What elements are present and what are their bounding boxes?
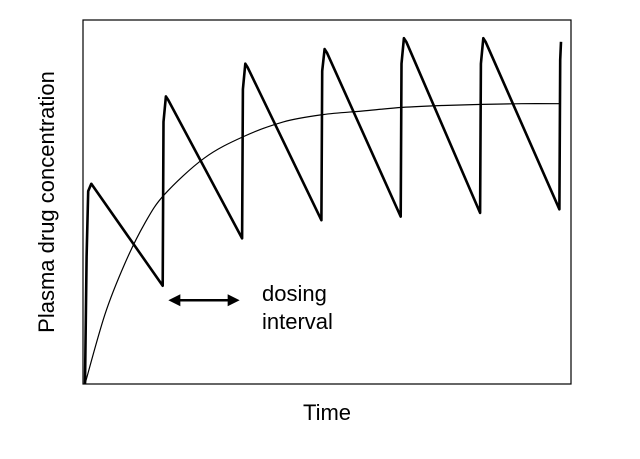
annotation-line-2: interval (262, 309, 333, 334)
arrow-head-left (168, 294, 181, 307)
x-axis-label: Time (303, 400, 351, 425)
plot-frame (82, 19, 572, 385)
annotation-line-1: dosing (262, 281, 327, 306)
y-axis-label: Plasma drug concentration (34, 71, 59, 333)
fluctuating-concentration-curve (83, 36, 563, 385)
arrow-head-right (227, 294, 240, 307)
average-accumulation-curve (84, 103, 562, 385)
dosing-interval-arrow (168, 294, 240, 307)
